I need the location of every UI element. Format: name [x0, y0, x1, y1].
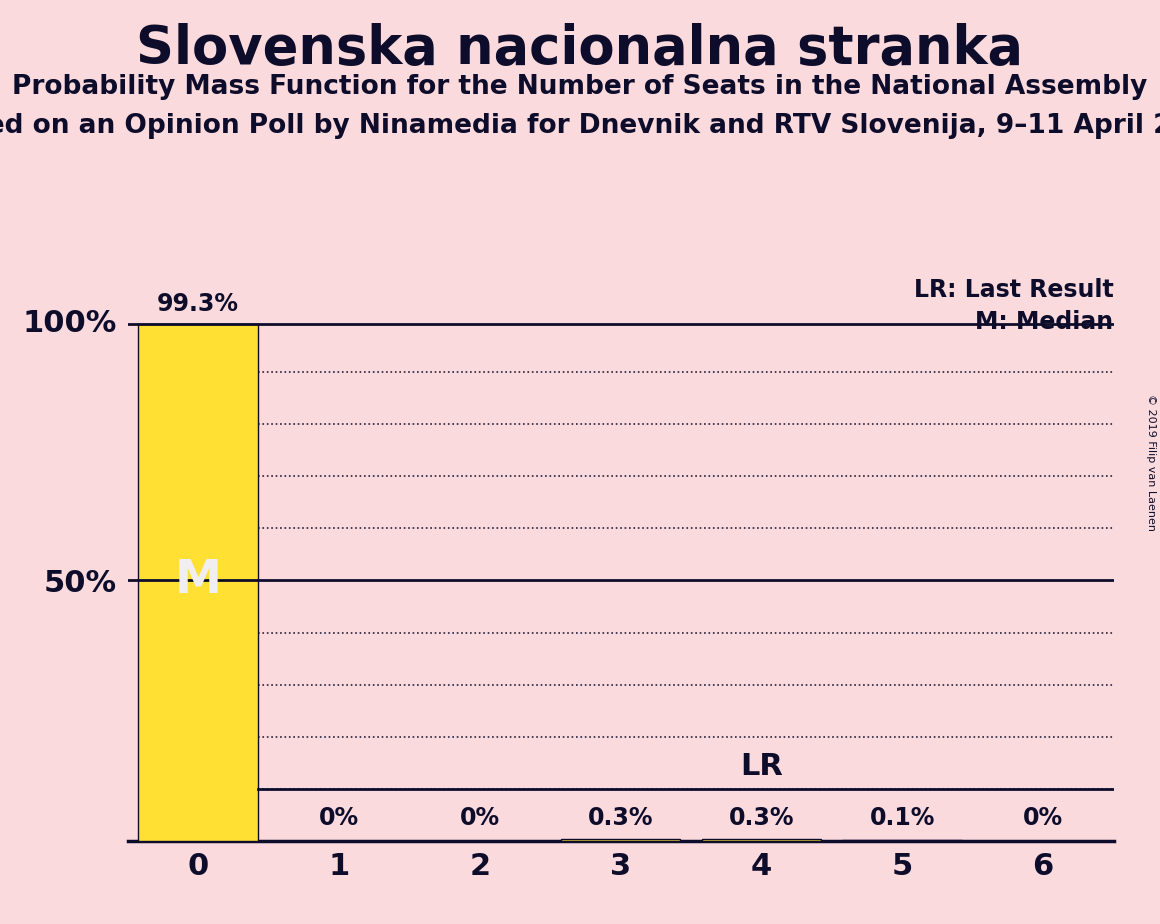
Bar	[702, 839, 821, 841]
Text: Slovenska nacionalna stranka: Slovenska nacionalna stranka	[137, 23, 1023, 75]
Text: Probability Mass Function for the Number of Seats in the National Assembly: Probability Mass Function for the Number…	[13, 74, 1147, 100]
Text: LR: Last Result: LR: Last Result	[914, 278, 1114, 302]
Text: LR: LR	[740, 752, 783, 781]
Text: 0.3%: 0.3%	[728, 807, 795, 831]
Text: 0%: 0%	[459, 807, 500, 831]
Text: 0%: 0%	[1023, 807, 1064, 831]
Text: © 2019 Filip van Laenen: © 2019 Filip van Laenen	[1146, 394, 1155, 530]
Bar	[560, 839, 681, 841]
Text: 0%: 0%	[319, 807, 358, 831]
Text: Based on an Opinion Poll by Ninamedia for Dnevnik and RTV Slovenija, 9–11 April : Based on an Opinion Poll by Ninamedia fo…	[0, 113, 1160, 139]
Text: 99.3%: 99.3%	[157, 292, 239, 316]
Text: M: Median: M: Median	[976, 310, 1114, 334]
Text: 0.1%: 0.1%	[870, 807, 935, 831]
Bar	[138, 323, 258, 841]
Text: 0.3%: 0.3%	[588, 807, 653, 831]
Text: M: M	[174, 558, 222, 603]
